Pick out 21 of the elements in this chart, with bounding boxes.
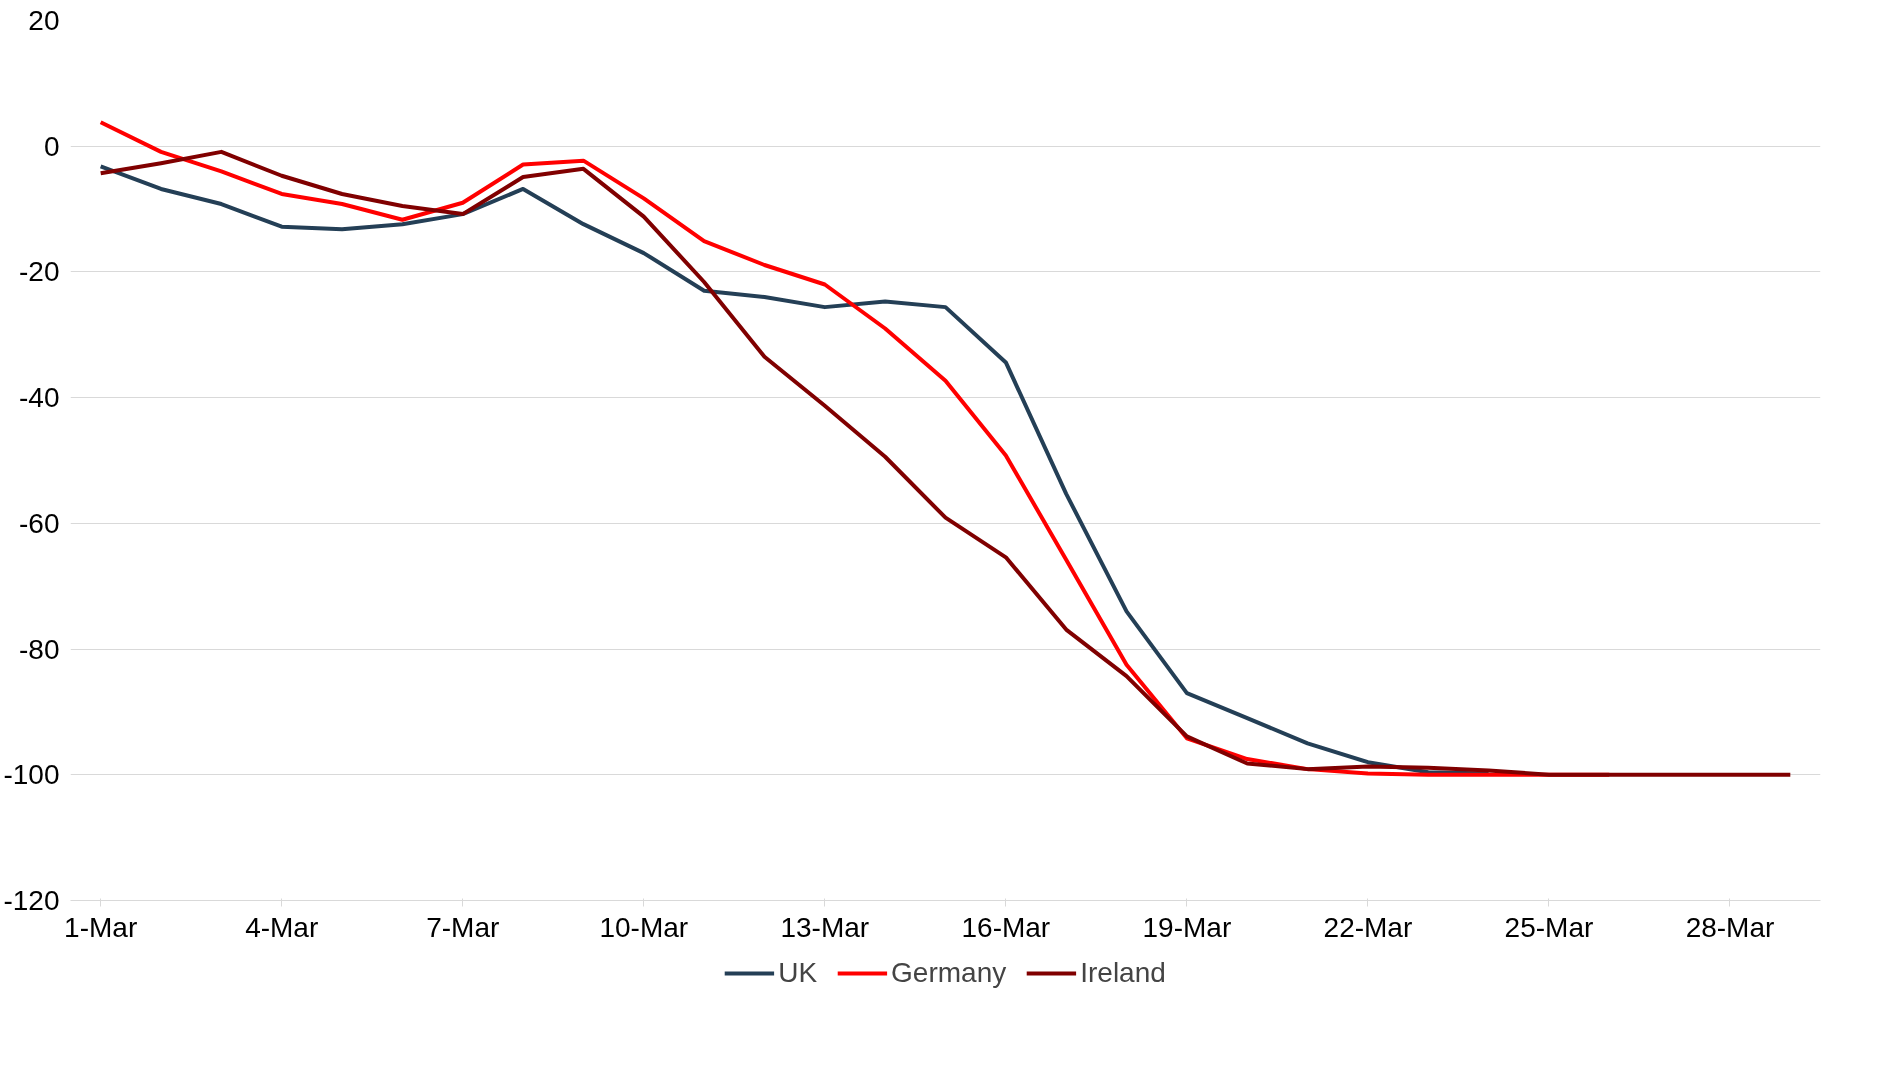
- x-tick-label: 25-Mar: [1504, 911, 1594, 943]
- legend-label: Ireland: [1080, 956, 1166, 989]
- x-tick-label: 13-Mar: [780, 911, 870, 943]
- x-tick-label: 4-Mar: [245, 911, 319, 943]
- y-tick-label: -40: [19, 382, 60, 414]
- y-tick-label: -120: [3, 885, 60, 916]
- x-tick-label: 22-Mar: [1323, 911, 1413, 943]
- y-tick-label: -60: [19, 507, 60, 539]
- y-tick-label: -100: [3, 759, 60, 791]
- x-tick-label: 1-Mar: [64, 911, 138, 943]
- y-tick-label: -20: [19, 256, 60, 288]
- x-tick-label: 19-Mar: [1142, 911, 1232, 943]
- x-tick-label: 7-Mar: [426, 911, 500, 943]
- y-tick-label: -80: [19, 633, 60, 665]
- x-tick-label: 28-Mar: [1685, 911, 1775, 943]
- y-tick-label: 20: [28, 5, 60, 36]
- x-tick-label: 16-Mar: [961, 911, 1051, 943]
- x-tick-label: 10-Mar: [599, 911, 689, 943]
- legend-label: Germany: [891, 956, 1007, 989]
- y-tick-label: 0: [43, 130, 60, 162]
- legend-label: UK: [778, 956, 818, 989]
